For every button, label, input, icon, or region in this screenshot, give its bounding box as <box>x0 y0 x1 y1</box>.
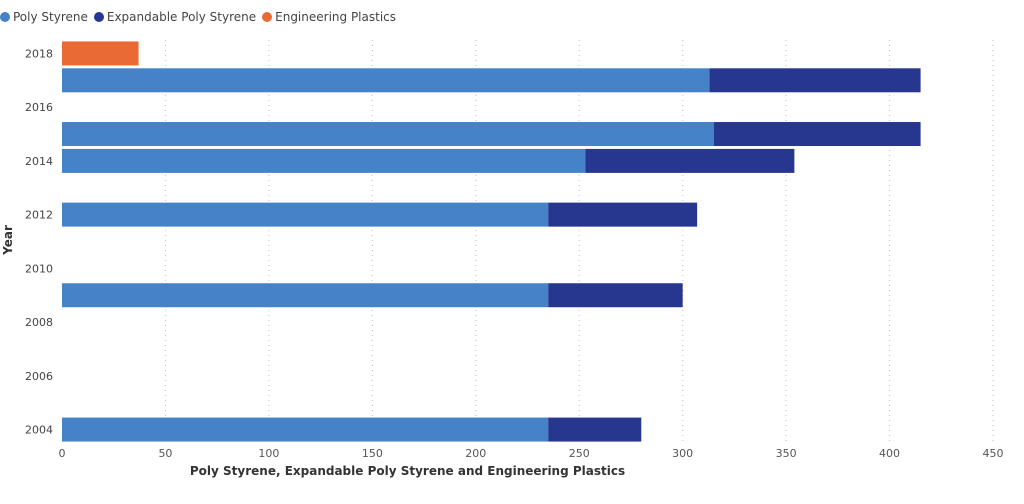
x-tick-label: 400 <box>879 447 900 460</box>
legend-item[interactable]: Engineering Plastics <box>262 10 396 24</box>
x-tick-label: 0 <box>59 447 66 460</box>
legend-item[interactable]: Expandable Poly Styrene <box>93 10 257 24</box>
legend-dot-icon <box>262 12 273 22</box>
x-tick-label: 250 <box>569 447 590 460</box>
x-tick-label: 300 <box>672 447 693 460</box>
bar-segment <box>548 283 683 308</box>
legend: Poly Styrene Expandable Poly Styrene Engin… <box>0 10 396 24</box>
x-tick-label: 200 <box>465 447 486 460</box>
legend-dot-icon <box>0 12 10 22</box>
bar-segment <box>709 68 921 93</box>
x-tick-label: 350 <box>776 447 797 460</box>
y-tick-label: 2014 <box>25 155 53 168</box>
legend-item[interactable]: Poly Styrene <box>0 10 88 24</box>
legend-dot-icon <box>93 12 104 22</box>
bar-segment <box>62 148 586 173</box>
y-tick-label: 2010 <box>25 262 53 275</box>
x-tick-label: 450 <box>983 447 1004 460</box>
y-tick-label: 2016 <box>25 101 53 114</box>
bar-segment <box>62 283 549 308</box>
bar-segment <box>548 417 642 442</box>
y-tick-label: 2006 <box>25 370 53 383</box>
bar-segment <box>713 122 921 147</box>
bar-segment <box>62 417 549 442</box>
legend-label: Poly Styrene <box>13 10 88 24</box>
y-tick-label: 2004 <box>25 424 53 437</box>
y-tick-label: 2018 <box>25 47 53 60</box>
legend-label: Engineering Plastics <box>275 10 397 24</box>
bar-segment <box>62 202 549 227</box>
bar-segment <box>548 202 698 227</box>
legend-label: Expandable Poly Styrene <box>106 10 257 24</box>
y-axis-title: Year <box>1 225 15 256</box>
x-tick-label: 100 <box>258 447 279 460</box>
y-tick-label: 2008 <box>25 316 53 329</box>
x-axis-title: Poly Styrene, Expandable Poly Styrene an… <box>190 464 625 478</box>
bar-segment <box>62 122 714 147</box>
x-tick-label: 50 <box>158 447 172 460</box>
bar-segment <box>585 148 795 173</box>
y-tick-label: 2012 <box>25 209 53 222</box>
x-tick-label: 150 <box>362 447 383 460</box>
bar-segment <box>62 68 710 93</box>
bar-segment <box>62 41 139 66</box>
